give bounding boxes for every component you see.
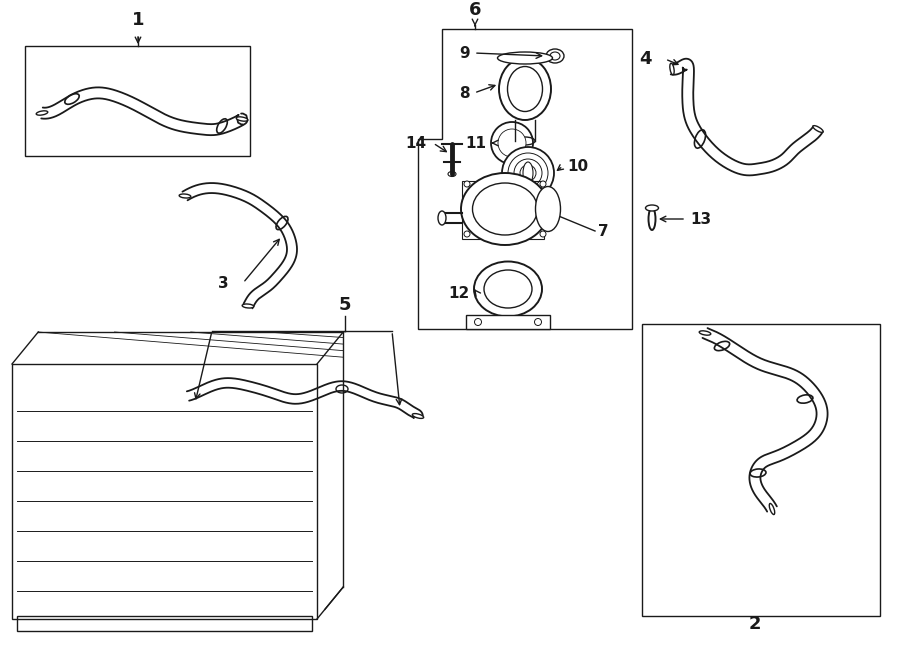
Ellipse shape [699, 330, 711, 335]
Bar [466, 315, 550, 329]
Ellipse shape [499, 58, 551, 120]
Ellipse shape [770, 504, 775, 514]
Ellipse shape [36, 111, 48, 115]
Ellipse shape [546, 49, 564, 63]
Text: 4: 4 [639, 50, 652, 68]
Ellipse shape [523, 162, 533, 184]
Ellipse shape [472, 183, 537, 235]
Text: 9: 9 [459, 46, 470, 61]
Text: 13: 13 [690, 212, 711, 227]
Ellipse shape [464, 231, 470, 237]
Bar [642, 324, 880, 616]
Text: 10: 10 [567, 159, 588, 173]
Ellipse shape [461, 173, 549, 245]
Ellipse shape [336, 385, 348, 393]
Ellipse shape [535, 319, 542, 325]
Ellipse shape [498, 52, 553, 64]
Text: 12: 12 [449, 286, 470, 301]
Ellipse shape [670, 63, 674, 75]
Ellipse shape [649, 208, 655, 230]
Ellipse shape [536, 186, 561, 231]
Text: 5: 5 [338, 296, 351, 314]
Ellipse shape [508, 67, 543, 112]
Ellipse shape [498, 129, 526, 157]
Ellipse shape [540, 181, 546, 187]
Text: 7: 7 [598, 223, 608, 239]
Ellipse shape [412, 414, 424, 418]
Text: 11: 11 [465, 136, 486, 151]
Ellipse shape [464, 181, 470, 187]
Bar [25, 46, 250, 156]
Ellipse shape [540, 231, 546, 237]
Text: 3: 3 [218, 276, 229, 290]
Bar [12, 364, 317, 619]
Text: 14: 14 [405, 136, 426, 151]
Bar [17, 616, 312, 631]
Ellipse shape [645, 205, 659, 211]
Ellipse shape [438, 211, 446, 225]
Ellipse shape [474, 319, 482, 325]
Ellipse shape [502, 147, 554, 199]
Ellipse shape [179, 194, 191, 198]
Text: 1: 1 [131, 11, 144, 29]
Ellipse shape [474, 262, 542, 317]
Text: 8: 8 [459, 85, 470, 100]
Text: 6: 6 [469, 1, 482, 19]
Ellipse shape [484, 270, 532, 308]
Bar [462, 181, 544, 239]
Ellipse shape [515, 137, 535, 145]
Ellipse shape [448, 171, 456, 176]
Ellipse shape [813, 126, 824, 132]
Ellipse shape [242, 304, 254, 308]
Ellipse shape [236, 117, 248, 121]
Text: 2: 2 [749, 615, 761, 633]
